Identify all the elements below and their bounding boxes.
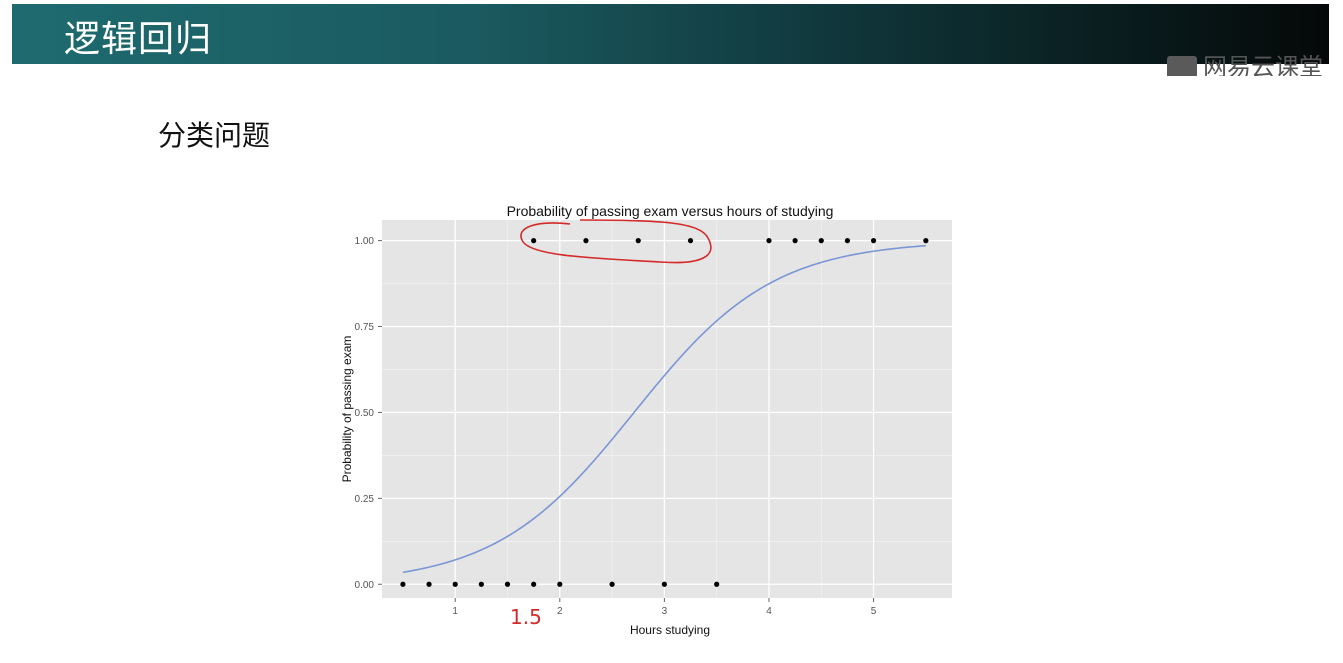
y-tick-label: 0.25 — [355, 494, 375, 505]
y-tick-label: 0.50 — [355, 408, 375, 419]
chart-title: Probability of passing exam versus hours… — [507, 203, 834, 219]
data-point — [635, 238, 641, 244]
y-tick-label: 0.00 — [355, 580, 375, 591]
watermark-text: 网易云课堂 — [1203, 53, 1323, 76]
y-axis-ticks: 0.00 0.25 0.50 0.75 1.00 — [355, 236, 382, 591]
section-heading: 分类问题 — [158, 119, 271, 152]
x-tick-label: 4 — [766, 606, 772, 617]
data-point — [923, 238, 929, 244]
grid-lines — [382, 220, 952, 598]
data-point — [844, 238, 851, 244]
x-tick-label: 5 — [871, 606, 877, 617]
data-point — [661, 581, 667, 587]
data-point — [714, 581, 720, 587]
y-tick-label: 0.75 — [355, 322, 375, 333]
data-point — [452, 581, 458, 587]
data-point — [792, 238, 798, 244]
y-tick-label: 1.00 — [355, 236, 375, 247]
data-point — [504, 581, 511, 587]
data-point — [557, 581, 563, 587]
header-bar: 逻辑回归 — [12, 4, 1329, 64]
handwritten-label: 1.5 — [510, 605, 542, 629]
x-tick-label: 2 — [557, 606, 563, 617]
data-points — [400, 238, 929, 587]
data-point — [818, 238, 824, 244]
data-point — [531, 238, 537, 244]
data-point — [870, 238, 877, 244]
data-point — [531, 581, 537, 587]
handwritten-annotations: 1.5 — [510, 219, 712, 629]
plot-panel — [382, 220, 952, 598]
watermark-logo-icon — [1167, 56, 1197, 76]
x-axis-ticks: 1 2 3 4 5 — [452, 598, 877, 617]
slide-title: 逻辑回归 — [64, 19, 213, 60]
data-point — [426, 581, 432, 587]
data-point — [400, 581, 406, 587]
watermark: 网易云课堂 — [1167, 48, 1323, 76]
x-tick-label: 3 — [662, 606, 668, 617]
x-axis-label: Hours studying — [630, 623, 710, 637]
data-point — [766, 238, 772, 244]
logistic-regression-chart: Probability of passing exam versus hours… — [340, 203, 952, 637]
y-axis-label: Probability of passing exam — [340, 336, 354, 483]
data-point — [478, 581, 484, 587]
logistic-fit-curve — [402, 244, 926, 574]
x-tick-label: 1 — [452, 606, 458, 617]
red-circle-annotation — [520, 219, 712, 264]
data-point — [583, 238, 589, 244]
data-point — [687, 238, 694, 244]
data-point — [609, 581, 615, 587]
